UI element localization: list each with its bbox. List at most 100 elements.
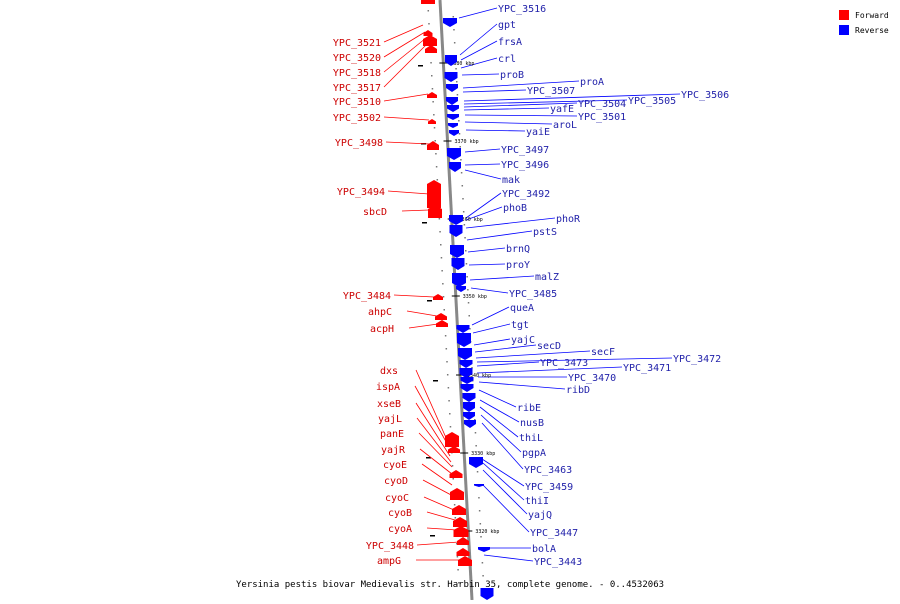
dot — [447, 387, 450, 389]
reverse-gene — [456, 325, 470, 333]
gene-label-ypc_3516: YPC_3516 — [498, 4, 546, 15]
leader-lines — [383, 7, 681, 562]
gene-label-cyob: cyoB — [388, 508, 412, 519]
dot — [452, 478, 454, 480]
reverse-gene — [460, 377, 474, 384]
reverse-gene — [474, 484, 484, 487]
leader-line-forward — [426, 527, 458, 531]
forward-gene — [448, 446, 460, 453]
gene-label-yajc: yajC — [511, 335, 535, 346]
reverse-gene — [450, 245, 464, 258]
gene-label-phor: phoR — [556, 214, 581, 225]
dot — [456, 81, 458, 83]
leader-line-reverse — [479, 406, 519, 438]
reverse-gene — [462, 393, 476, 402]
dot — [461, 185, 464, 187]
gene-label-ypc_3447: YPC_3447 — [530, 528, 578, 539]
leader-line-reverse — [472, 323, 511, 334]
gene-label-acph: acpH — [370, 324, 394, 335]
reverse-gene — [469, 457, 483, 468]
gene-label-yafe: yafE — [550, 104, 574, 115]
leader-line-reverse — [478, 389, 517, 408]
dot — [474, 432, 477, 434]
gene-label-thii: thiI — [525, 496, 549, 507]
dot — [435, 153, 437, 155]
gene-glyphs — [421, 0, 494, 600]
dot — [452, 16, 455, 18]
gene-label-ypc_3510: YPC_3510 — [333, 97, 381, 108]
gene-label-brnq: brnQ — [506, 244, 530, 255]
gene-label-proy: proY — [506, 260, 530, 271]
gene-label-crl: crl — [498, 54, 516, 65]
dash — [427, 300, 432, 302]
leader-line-forward — [426, 511, 456, 521]
reverse-gene — [449, 225, 463, 237]
reverse-gene — [457, 333, 471, 347]
dash — [426, 457, 431, 459]
dot — [428, 23, 430, 25]
gene-label-yajl: yajL — [378, 414, 402, 425]
gene-label-cyod: cyoD — [384, 476, 408, 487]
reverse-gene — [449, 162, 461, 172]
forward-gene — [452, 505, 466, 515]
forward-gene — [453, 517, 467, 527]
gene-label-cyoe: cyoE — [383, 460, 407, 471]
forward-gene — [423, 30, 433, 36]
forward-gene — [445, 432, 459, 447]
leader-line-forward — [414, 385, 450, 448]
gene-label-bola: bolA — [532, 544, 556, 555]
dot — [436, 179, 439, 181]
leader-line-reverse — [482, 469, 528, 515]
reverse-gene — [446, 97, 458, 105]
dot — [451, 465, 454, 467]
dot — [458, 582, 460, 584]
leader-line-reverse — [459, 23, 498, 56]
leader-line-reverse — [482, 484, 530, 533]
dash — [418, 65, 423, 67]
leader-line-reverse — [468, 263, 506, 266]
gene-label-ypc_3443: YPC_3443 — [534, 557, 582, 568]
forward-gene — [427, 141, 439, 150]
leader-line-forward — [421, 463, 453, 486]
dot — [442, 296, 445, 298]
leader-line-reverse — [464, 163, 501, 166]
leader-line-reverse — [478, 381, 566, 390]
forward-gene — [458, 556, 472, 566]
leader-line-forward — [408, 323, 439, 329]
tick-label: 3330 kbp — [471, 451, 495, 457]
dot — [465, 250, 467, 252]
gene-label-ypc_3463: YPC_3463 — [524, 465, 572, 476]
leader-line-forward — [416, 417, 452, 463]
gene-label-ypc_3498: YPC_3498 — [335, 138, 383, 149]
dot — [433, 127, 436, 129]
leader-line-reverse — [465, 217, 556, 229]
dot — [435, 166, 438, 168]
leader-line-reverse — [464, 114, 578, 117]
reverse-gene — [480, 588, 494, 600]
reverse-gene — [459, 360, 473, 368]
leader-line-reverse — [467, 247, 506, 253]
legend-swatch-reverse — [839, 25, 849, 35]
dot — [449, 413, 451, 415]
reverse-gene — [444, 72, 458, 82]
dot — [462, 198, 464, 200]
forward-gene — [425, 45, 437, 53]
leader-line-reverse — [466, 230, 533, 241]
leader-line-reverse — [464, 169, 502, 180]
legend: Forward Reverse — [839, 10, 889, 35]
dot — [427, 10, 430, 12]
leader-line-forward — [423, 496, 455, 511]
forward-gene — [449, 470, 463, 478]
leader-line-reverse — [481, 422, 524, 470]
leader-line-reverse — [482, 462, 525, 501]
dot — [467, 302, 470, 304]
gene-label-ypc_3502: YPC_3502 — [333, 113, 381, 124]
leader-line-reverse — [465, 192, 502, 219]
leader-line-reverse — [463, 93, 681, 102]
leader-line-forward — [415, 402, 451, 457]
gene-label-arol: aroL — [553, 120, 577, 131]
dot — [462, 211, 465, 213]
gene-label-ypc_3470: YPC_3470 — [568, 373, 616, 384]
dot — [475, 445, 477, 447]
